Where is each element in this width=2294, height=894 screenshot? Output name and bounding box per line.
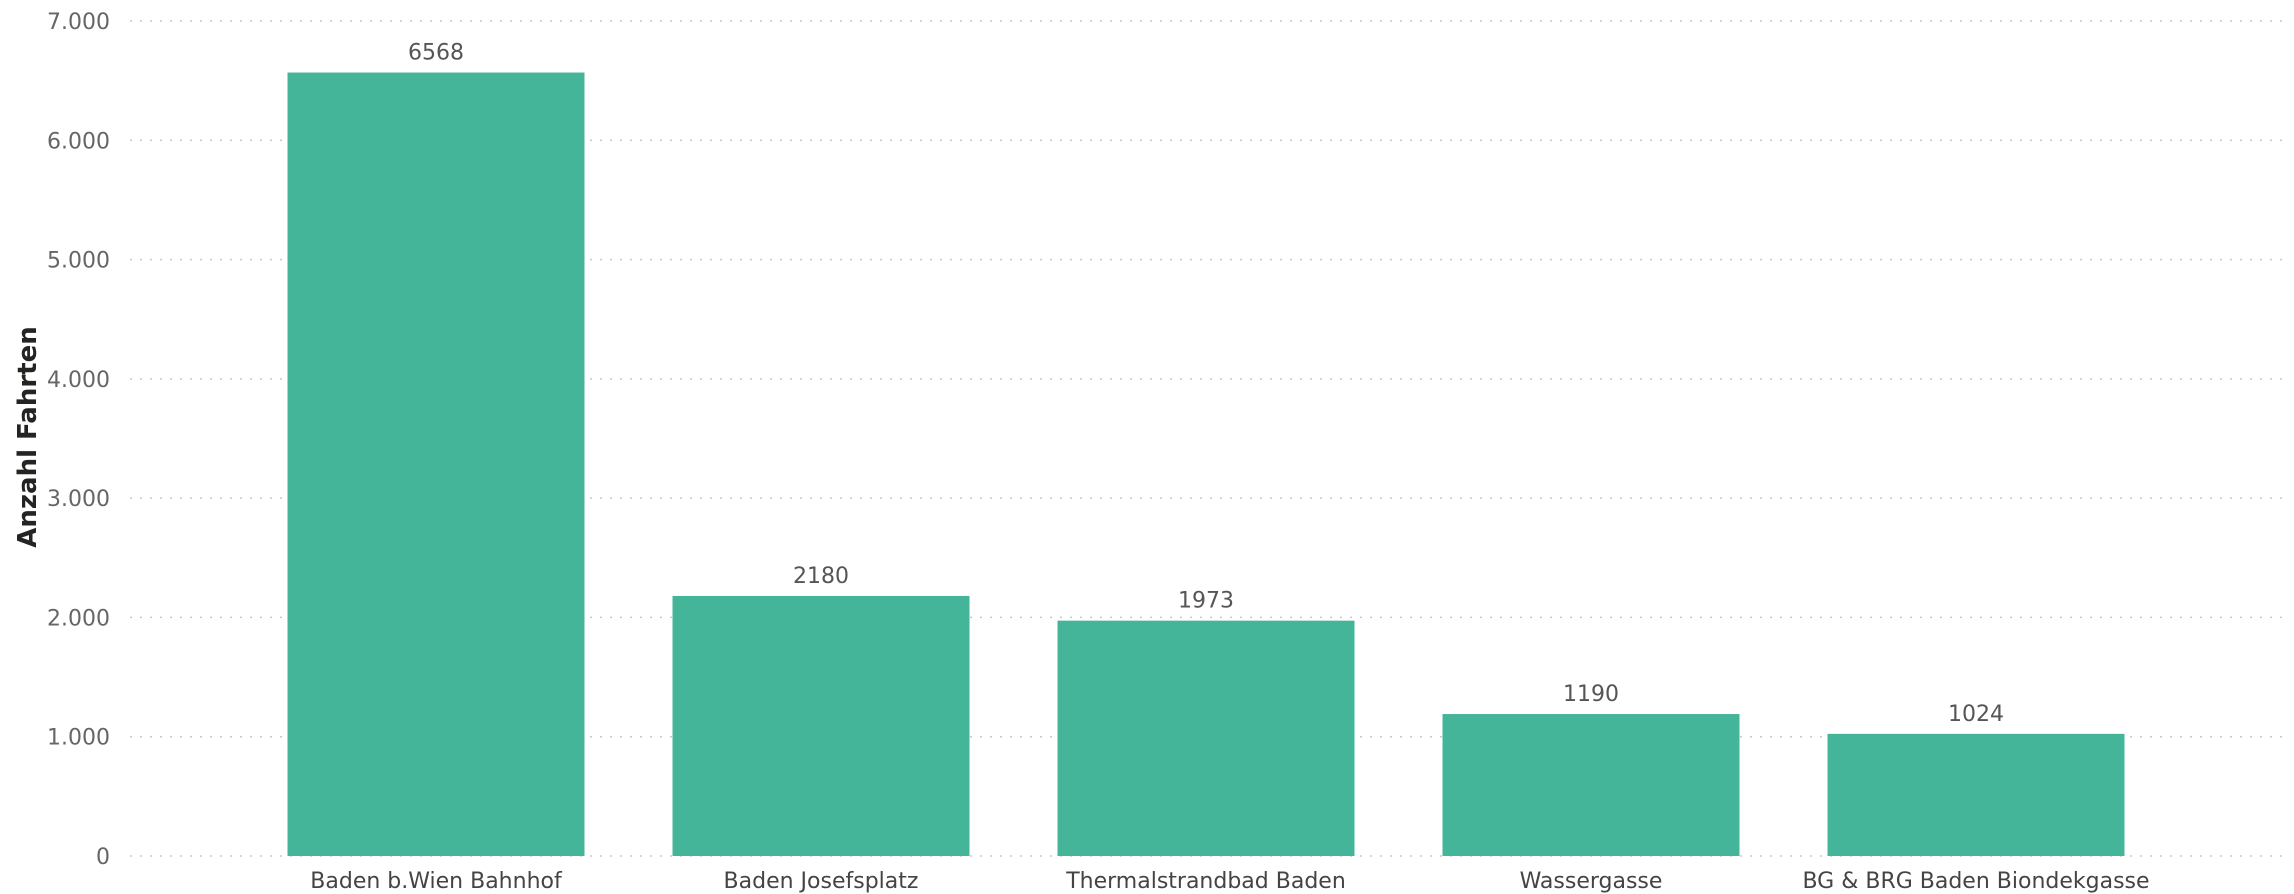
bar[interactable]: [1827, 733, 2125, 856]
data-label: 1973: [1178, 589, 1234, 614]
y-tick-label: 6.000: [47, 129, 110, 154]
x-axis-categories: Baden b.Wien Bahnhof Baden Josefsplatz The…: [310, 869, 2149, 894]
y-tick-label: 3.000: [47, 487, 110, 512]
bar[interactable]: [672, 595, 970, 856]
y-tick-label: 0: [96, 845, 110, 870]
data-label: 6568: [408, 41, 464, 66]
y-tick-label: 1.000: [47, 726, 110, 751]
bars: [287, 72, 2125, 856]
y-axis-title: Anzahl Fahrten: [13, 326, 43, 547]
data-labels: 6568 2180 1973 1190 1024: [408, 41, 2004, 727]
data-label: 1190: [1563, 682, 1619, 707]
y-tick-label: 4.000: [47, 368, 110, 393]
data-label: 1024: [1948, 702, 2004, 727]
x-category-label: Thermalstrandbad Baden: [1065, 869, 1346, 894]
x-category-label: Baden Josefsplatz: [724, 869, 919, 894]
bar[interactable]: [287, 72, 585, 856]
y-axis-ticks: 0 1.000 2.000 3.000 4.000 5.000 6.000 7.000: [47, 10, 110, 870]
data-label: 2180: [793, 564, 849, 589]
x-category-label: BG & BRG Baden Biondekgasse: [1802, 869, 2149, 894]
bar[interactable]: [1057, 620, 1355, 856]
y-tick-label: 5.000: [47, 249, 110, 274]
y-tick-label: 7.000: [47, 10, 110, 35]
bar[interactable]: [1442, 714, 1740, 856]
x-category-label: Wassergasse: [1520, 869, 1663, 894]
x-category-label: Baden b.Wien Bahnhof: [310, 869, 563, 894]
y-tick-label: 2.000: [47, 606, 110, 631]
